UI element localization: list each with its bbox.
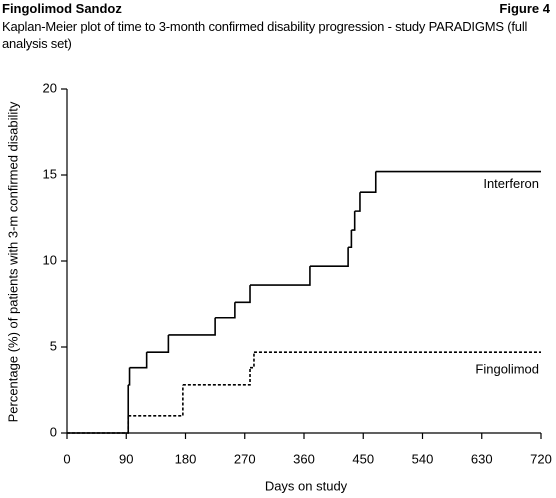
y-tick-label: 5 [50, 338, 57, 353]
x-tick-label: 360 [293, 451, 315, 466]
step-line [67, 351, 541, 434]
x-tick-label: 450 [352, 451, 374, 466]
y-tick-label: 20 [43, 80, 57, 95]
y-tick-label: 0 [50, 424, 57, 439]
step-line [67, 170, 541, 434]
y-axis-label: Percentage (%) of patients with 3-m conf… [5, 101, 20, 422]
x-axis-label: Days on study [265, 478, 348, 493]
y-tick-label: 15 [43, 166, 57, 181]
x-tick-label: 540 [412, 451, 434, 466]
y-tick-label: 10 [43, 252, 57, 267]
x-tick-label: 0 [63, 451, 70, 466]
x-tick-label: 270 [234, 451, 256, 466]
header-right: Figure 4 [499, 1, 550, 16]
series-label: Interferon [483, 176, 539, 191]
header-left: Fingolimod Sandoz [2, 1, 122, 16]
x-tick-label: 90 [119, 451, 133, 466]
series-label: Fingolimod [475, 362, 539, 377]
chart-title: Kaplan-Meier plot of time to 3-month con… [2, 19, 528, 51]
x-tick-label: 630 [471, 451, 493, 466]
x-tick-label: 180 [175, 451, 197, 466]
x-tick-label: 720 [530, 451, 552, 466]
